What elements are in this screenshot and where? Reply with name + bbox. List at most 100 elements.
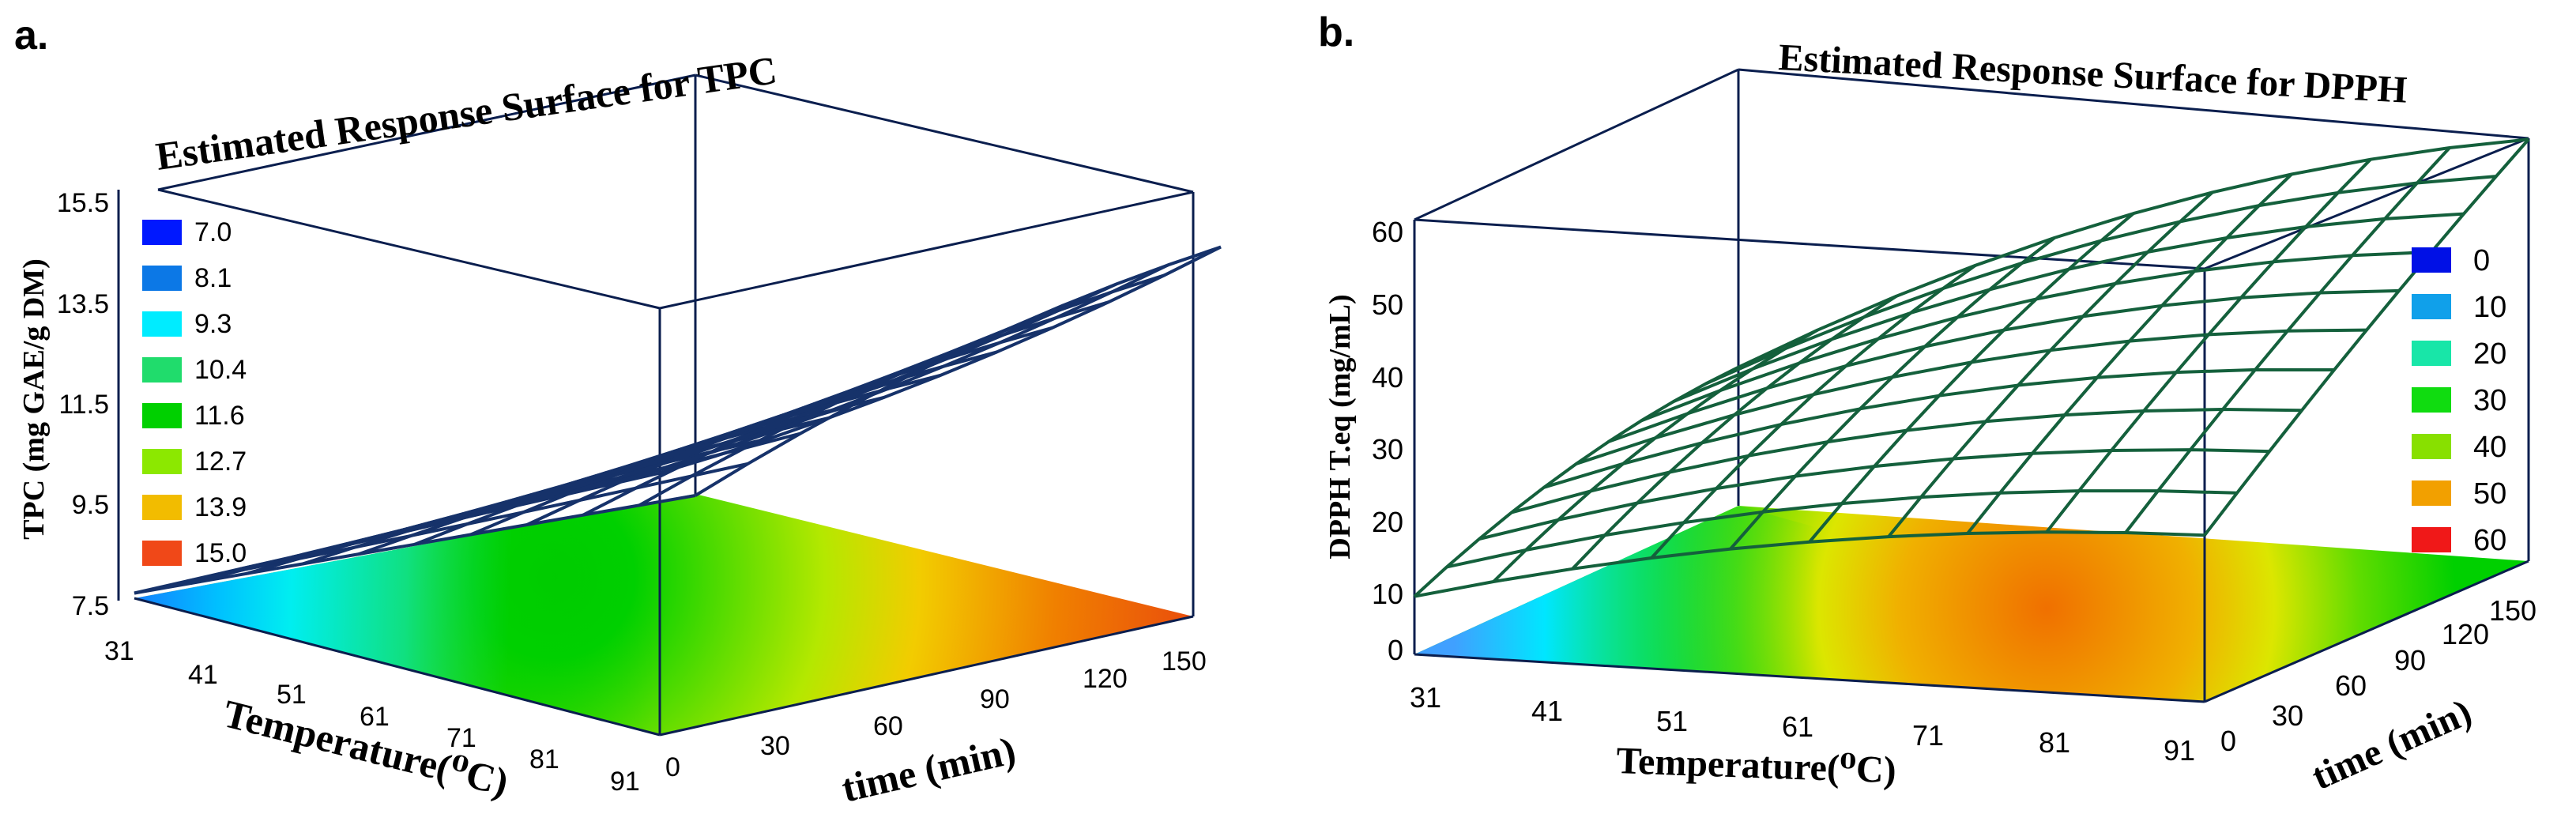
legend-entry: 50 <box>2412 477 2506 511</box>
legend-entry: 11.6 <box>142 401 245 431</box>
t-tick-label: 90 <box>2394 644 2426 676</box>
panel-b-temperature-label: Temperature(⁰C) <box>1616 740 1897 791</box>
legend-swatch <box>2412 247 2451 273</box>
legend-label: 8.1 <box>194 263 232 293</box>
panel-a-contour-floor-low <box>134 494 830 735</box>
x-tick-label: 31 <box>1410 681 1441 714</box>
legend-label: 20 <box>2473 337 2506 371</box>
legend-entry: 8.1 <box>142 263 232 293</box>
wireframe-line <box>606 263 1169 487</box>
legend-swatch <box>142 220 182 245</box>
legend-entry: 12.7 <box>142 447 247 477</box>
panel-b-surface-wireframe <box>1413 138 2530 598</box>
legend-entry: 10 <box>2412 291 2506 324</box>
t-tick-label: 120 <box>2442 618 2489 650</box>
panel-b-label: b. <box>1318 9 1354 55</box>
t-tick-label: 0 <box>2220 725 2236 757</box>
panel-a-label: a. <box>14 13 48 58</box>
panel-b-base-axes <box>1414 560 2529 703</box>
legend-label: 9.3 <box>194 309 232 339</box>
panel-a-title: Estimated Response Surface for TPC <box>153 47 780 179</box>
wireframe-line <box>638 273 1166 507</box>
panel-a-base-axes <box>134 597 1194 737</box>
z-tick-label: 10 <box>1372 578 1403 610</box>
legend-swatch <box>2412 387 2451 413</box>
z-tick-label: 15.5 <box>57 188 109 218</box>
wireframe-line <box>2045 158 2372 533</box>
wireframe-line <box>1576 328 2367 465</box>
t-tick-label: 90 <box>980 684 1010 714</box>
legend-swatch <box>142 357 182 383</box>
legend-entry: 9.3 <box>142 309 232 339</box>
x-tick-label: 71 <box>446 723 476 753</box>
legend-entry: 30 <box>2412 384 2506 417</box>
z-tick-label: 9.5 <box>72 490 109 520</box>
x-tick-label: 81 <box>529 744 559 774</box>
x-tick-label: 61 <box>360 702 390 732</box>
panel-b-time-label: time (min) <box>2306 691 2478 798</box>
legend-label: 7.0 <box>194 217 232 247</box>
legend-swatch <box>142 403 182 428</box>
legend-label: 12.7 <box>194 447 247 477</box>
wireframe-line <box>449 326 1011 523</box>
panel-a-axis-box <box>117 73 1195 735</box>
panel-a-temperature-ticks: 31 41 51 61 71 81 91 <box>104 636 640 797</box>
panel-b-z-ticks: 60 50 40 30 20 10 0 <box>1372 216 1403 666</box>
legend-entry: 13.9 <box>142 492 247 522</box>
legend-swatch <box>2412 480 2451 506</box>
panel-a-surface-wireframe <box>134 245 1222 595</box>
legend-label: 15.0 <box>194 538 247 568</box>
x-tick-label: 71 <box>1912 719 1944 752</box>
legend-label: 30 <box>2473 384 2506 417</box>
panel-b: 0 10 20 30 40 50 60 60 50 40 30 20 10 0 … <box>1318 9 2536 798</box>
legend-entry: 60 <box>2412 524 2506 557</box>
wireframe-line <box>2124 146 2451 534</box>
legend-label: 13.9 <box>194 492 247 522</box>
wireframe-line <box>1705 175 2497 386</box>
z-tick-label: 13.5 <box>57 289 109 319</box>
legend-swatch <box>142 311 182 337</box>
x-tick-label: 31 <box>104 636 134 666</box>
z-tick-label: 50 <box>1372 288 1403 321</box>
t-tick-label: 60 <box>2335 669 2367 702</box>
t-tick-label: 150 <box>1162 646 1207 676</box>
panel-a-time-label: time (min) <box>838 728 1019 811</box>
legend-swatch <box>2412 294 2451 319</box>
legend-swatch <box>142 541 182 566</box>
wireframe-line <box>1543 367 2335 489</box>
z-tick-label: 40 <box>1372 361 1403 394</box>
wireframe-line <box>1640 250 2432 423</box>
legend-label: 10.4 <box>194 355 247 385</box>
legend-swatch <box>142 266 182 291</box>
legend-entry: 20 <box>2412 337 2506 371</box>
legend-swatch <box>142 495 182 520</box>
panel-a-legend: 7.0 8.1 9.3 10.4 11.6 12.7 13.9 15.0 <box>142 217 247 568</box>
wireframe-line <box>1966 173 2293 535</box>
legend-label: 11.6 <box>194 401 245 431</box>
wireframe-line <box>694 245 1222 497</box>
panel-a-z-ticks: 15.5 13.5 11.5 9.5 7.5 <box>57 188 109 621</box>
panel-b-contour-floor-low <box>1414 506 1881 678</box>
legend-swatch <box>142 449 182 474</box>
wireframe-line <box>2203 138 2530 537</box>
legend-label: 40 <box>2473 431 2506 464</box>
t-tick-label: 30 <box>760 731 790 761</box>
legend-entry: 10.4 <box>142 355 247 385</box>
z-tick-label: 30 <box>1372 433 1403 465</box>
z-tick-label: 20 <box>1372 506 1403 538</box>
x-tick-label: 61 <box>1782 710 1813 743</box>
legend-entry: 40 <box>2412 431 2506 464</box>
t-tick-label: 30 <box>2272 699 2303 732</box>
legend-entry: 7.0 <box>142 217 232 247</box>
wireframe-line <box>526 326 1053 526</box>
panel-b-legend: 0 10 20 30 40 50 60 <box>2412 244 2506 557</box>
legend-label: 0 <box>2473 244 2490 277</box>
legend-swatch <box>2412 341 2451 366</box>
legend-label: 10 <box>2473 291 2506 324</box>
legend-entry: 15.0 <box>142 538 247 568</box>
panel-b-time-ticks: 0 30 60 90 120 150 <box>2220 594 2536 757</box>
x-tick-label: 91 <box>610 767 640 797</box>
wireframe-line <box>1738 138 2529 369</box>
t-tick-label: 150 <box>2489 594 2536 627</box>
